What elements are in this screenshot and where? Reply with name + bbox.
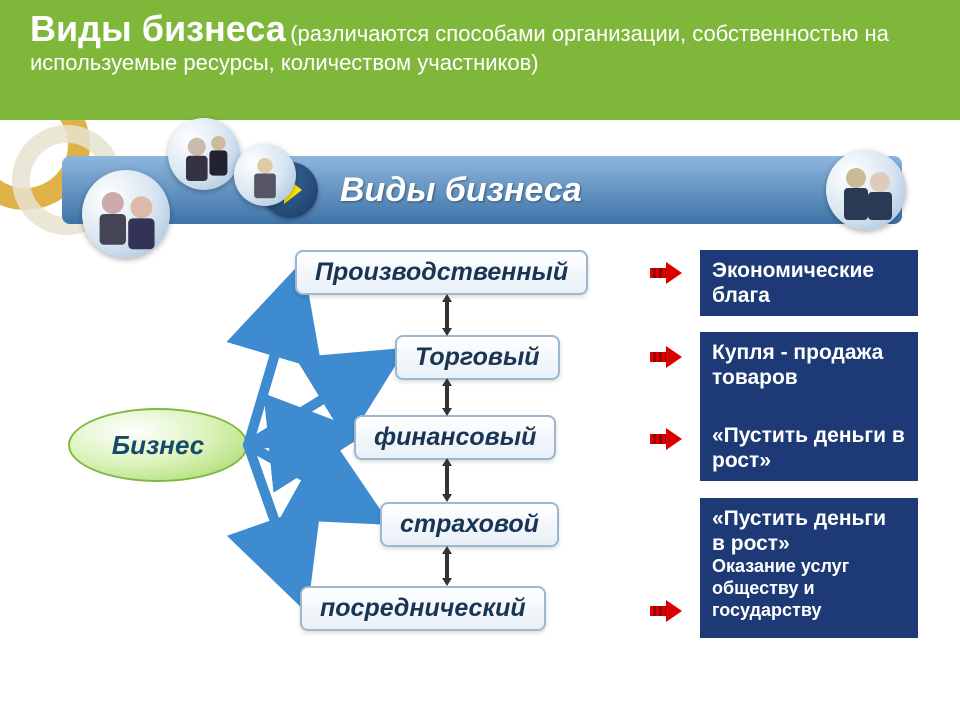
desc-box-2: «Пустить деньги в рост» <box>700 415 918 481</box>
red-arrow-icon-2 <box>650 428 686 450</box>
category-node-3: страховой <box>380 502 559 547</box>
photo-bubble-2 <box>168 118 240 190</box>
banner-title: Виды бизнеса <box>340 171 582 210</box>
photo-bubble-3 <box>234 144 296 206</box>
red-arrow-icon-1 <box>650 346 686 368</box>
desc-box-1: Купля - продажа товаров <box>700 332 918 416</box>
red-arrow-icon-3 <box>650 600 686 622</box>
red-arrow-icon-0 <box>650 262 686 284</box>
root-label: Бизнес <box>112 430 205 461</box>
photo-bubble-1 <box>82 170 170 258</box>
category-node-0: Производственный <box>295 250 588 295</box>
double-arrow-connector-3 <box>440 546 454 586</box>
slide-header: Виды бизнеса (различаются способами орга… <box>0 0 960 120</box>
category-node-2: финансовый <box>354 415 556 460</box>
category-node-1: Торговый <box>395 335 560 380</box>
desc-box-0: Экономические блага <box>700 250 918 316</box>
root-node: Бизнес <box>68 408 248 482</box>
photo-bubble-4 <box>826 150 906 230</box>
double-arrow-connector-2 <box>440 458 454 502</box>
header-title: Виды бизнеса <box>30 8 286 49</box>
double-arrow-connector-0 <box>440 294 454 336</box>
desc-box-3: «Пустить деньгив рост»Оказание услуг общ… <box>700 498 918 638</box>
double-arrow-connector-1 <box>440 378 454 416</box>
category-node-4: посреднический <box>300 586 546 631</box>
